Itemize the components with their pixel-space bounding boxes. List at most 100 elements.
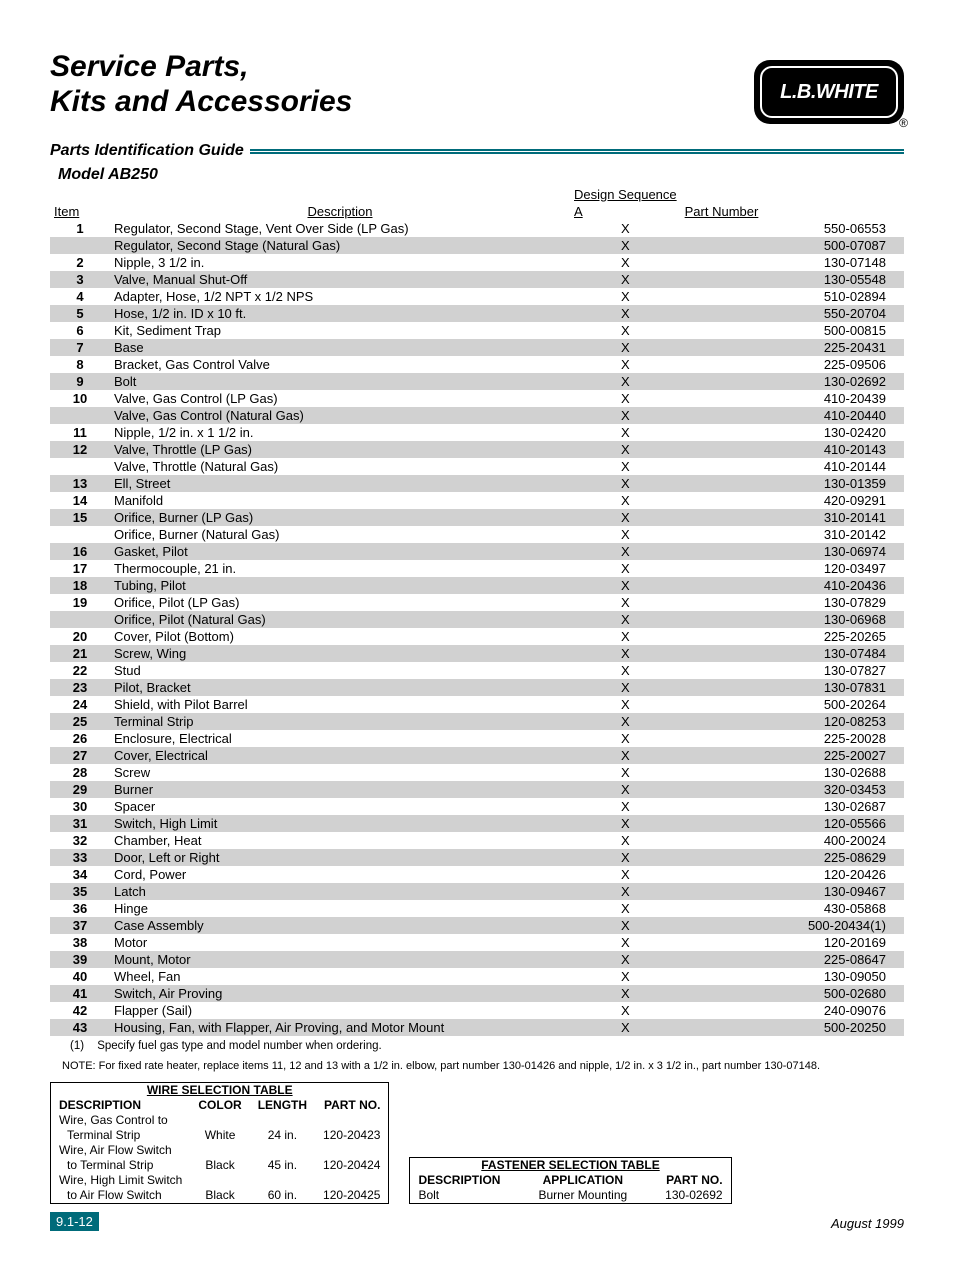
cell-seq: X: [570, 883, 681, 900]
table-row: 14ManifoldX420-09291: [50, 492, 904, 509]
cell-seq: X: [570, 475, 681, 492]
cell-part: 225-20431: [681, 339, 904, 356]
cell-item: 3: [50, 271, 110, 288]
cell-part: 310-20141: [681, 509, 904, 526]
cell-part: 400-20024: [681, 832, 904, 849]
cell-part: 130-02688: [681, 764, 904, 781]
wire-hdr-length: LENGTH: [250, 1098, 315, 1113]
table-row: 26Enclosure, ElectricalX225-20028: [50, 730, 904, 747]
cell-part: 130-02420: [681, 424, 904, 441]
cell-seq: X: [570, 543, 681, 560]
cell-part: 130-02687: [681, 798, 904, 815]
table-row: 3Valve, Manual Shut-OffX130-05548: [50, 271, 904, 288]
table-row: 34Cord, PowerX120-20426: [50, 866, 904, 883]
table-row: Valve, Gas Control (Natural Gas)X410-204…: [50, 407, 904, 424]
cell-seq: X: [570, 798, 681, 815]
page-header: Service Parts, Kits and Accessories L.B.…: [50, 50, 904, 124]
cell-seq: X: [570, 373, 681, 390]
fastener-hdr-desc: DESCRIPTION: [410, 1173, 509, 1188]
col-desc-header: Description: [307, 204, 372, 219]
cell-desc: Stud: [110, 662, 570, 679]
cell-desc: Housing, Fan, with Flapper, Air Proving,…: [110, 1019, 570, 1036]
cell-item: 15: [50, 509, 110, 526]
cell-desc: Ell, Street: [110, 475, 570, 492]
cell-item: 16: [50, 543, 110, 560]
wire-color: Black: [190, 1188, 249, 1204]
wire-desc1: Wire, Air Flow Switch: [51, 1143, 191, 1158]
cell-seq: X: [570, 611, 681, 628]
wire-part: 120-20425: [315, 1188, 389, 1204]
cell-seq: X: [570, 390, 681, 407]
cell-item: 26: [50, 730, 110, 747]
cell-desc: Valve, Throttle (LP Gas): [110, 441, 570, 458]
table-row: 1Regulator, Second Stage, Vent Over Side…: [50, 220, 904, 237]
cell-part: 120-20426: [681, 866, 904, 883]
table-row: 31Switch, High LimitX120-05566: [50, 815, 904, 832]
cell-item: 20: [50, 628, 110, 645]
cell-desc: Case Assembly: [110, 917, 570, 934]
cell-item: 30: [50, 798, 110, 815]
cell-part: 550-06553: [681, 220, 904, 237]
table-row: 35LatchX130-09467: [50, 883, 904, 900]
cell-part: 130-09050: [681, 968, 904, 985]
cell-seq: X: [570, 781, 681, 798]
cell-item: 23: [50, 679, 110, 696]
cell-seq: X: [570, 594, 681, 611]
brand-logo: L.B.WHITE ®: [754, 60, 904, 124]
cell-seq: X: [570, 526, 681, 543]
design-sequence-header: Design Sequence: [574, 187, 677, 202]
cell-seq: X: [570, 645, 681, 662]
cell-item: 7: [50, 339, 110, 356]
cell-part: 410-20439: [681, 390, 904, 407]
cell-part: 310-20142: [681, 526, 904, 543]
table-row: Wire, Gas Control to: [51, 1113, 389, 1128]
cell-part: 120-03497: [681, 560, 904, 577]
cell-part: 500-20264: [681, 696, 904, 713]
page-footer: 9.1-12 August 1999: [50, 1212, 904, 1231]
cell-item: [50, 458, 110, 475]
table-row: 12Valve, Throttle (LP Gas)X410-20143: [50, 441, 904, 458]
logo-text: L.B.WHITE: [780, 81, 878, 104]
table-row: 25Terminal StripX120-08253: [50, 713, 904, 730]
cell-part: 130-06968: [681, 611, 904, 628]
cell-part: 120-05566: [681, 815, 904, 832]
cell-desc: Tubing, Pilot: [110, 577, 570, 594]
cell-desc: Nipple, 3 1/2 in.: [110, 254, 570, 271]
cell-part: 240-09076: [681, 1002, 904, 1019]
table-row: 5Hose, 1/2 in. ID x 10 ft.X550-20704: [50, 305, 904, 322]
cell-part: 410-20144: [681, 458, 904, 475]
note-text: NOTE: For fixed rate heater, replace ite…: [50, 1060, 904, 1072]
model-label: Model AB250: [50, 166, 904, 184]
cell-desc: Door, Left or Right: [110, 849, 570, 866]
cell-desc: Burner: [110, 781, 570, 798]
table-row: 29BurnerX320-03453: [50, 781, 904, 798]
cell-item: 4: [50, 288, 110, 305]
table-row: 32Chamber, HeatX400-20024: [50, 832, 904, 849]
title-line-2: Kits and Accessories: [50, 85, 352, 118]
cell-desc: Enclosure, Electrical: [110, 730, 570, 747]
cell-part: 510-02894: [681, 288, 904, 305]
cell-part: 130-07148: [681, 254, 904, 271]
cell-seq: X: [570, 254, 681, 271]
cell-seq: X: [570, 662, 681, 679]
table-row: 17Thermocouple, 21 in.X120-03497: [50, 560, 904, 577]
cell-part: 225-09506: [681, 356, 904, 373]
cell-part: 130-05548: [681, 271, 904, 288]
cell-seq: X: [570, 849, 681, 866]
cell-item: 42: [50, 1002, 110, 1019]
cell-item: 10: [50, 390, 110, 407]
cell-part: 120-08253: [681, 713, 904, 730]
cell-item: 36: [50, 900, 110, 917]
wire-selection-table: WIRE SELECTION TABLE DESCRIPTION COLOR L…: [50, 1082, 389, 1204]
cell-desc: Cover, Pilot (Bottom): [110, 628, 570, 645]
table-row: Regulator, Second Stage (Natural Gas)X50…: [50, 237, 904, 254]
fastener-selection-table: FASTENER SELECTION TABLE DESCRIPTION APP…: [409, 1157, 731, 1204]
wire-part: 120-20423: [315, 1128, 389, 1143]
cell-item: 38: [50, 934, 110, 951]
cell-desc: Valve, Gas Control (LP Gas): [110, 390, 570, 407]
cell-seq: X: [570, 458, 681, 475]
fastener-desc: Bolt: [410, 1188, 509, 1204]
cell-item: 32: [50, 832, 110, 849]
cell-item: 41: [50, 985, 110, 1002]
wire-desc2: Terminal Strip: [51, 1128, 191, 1143]
